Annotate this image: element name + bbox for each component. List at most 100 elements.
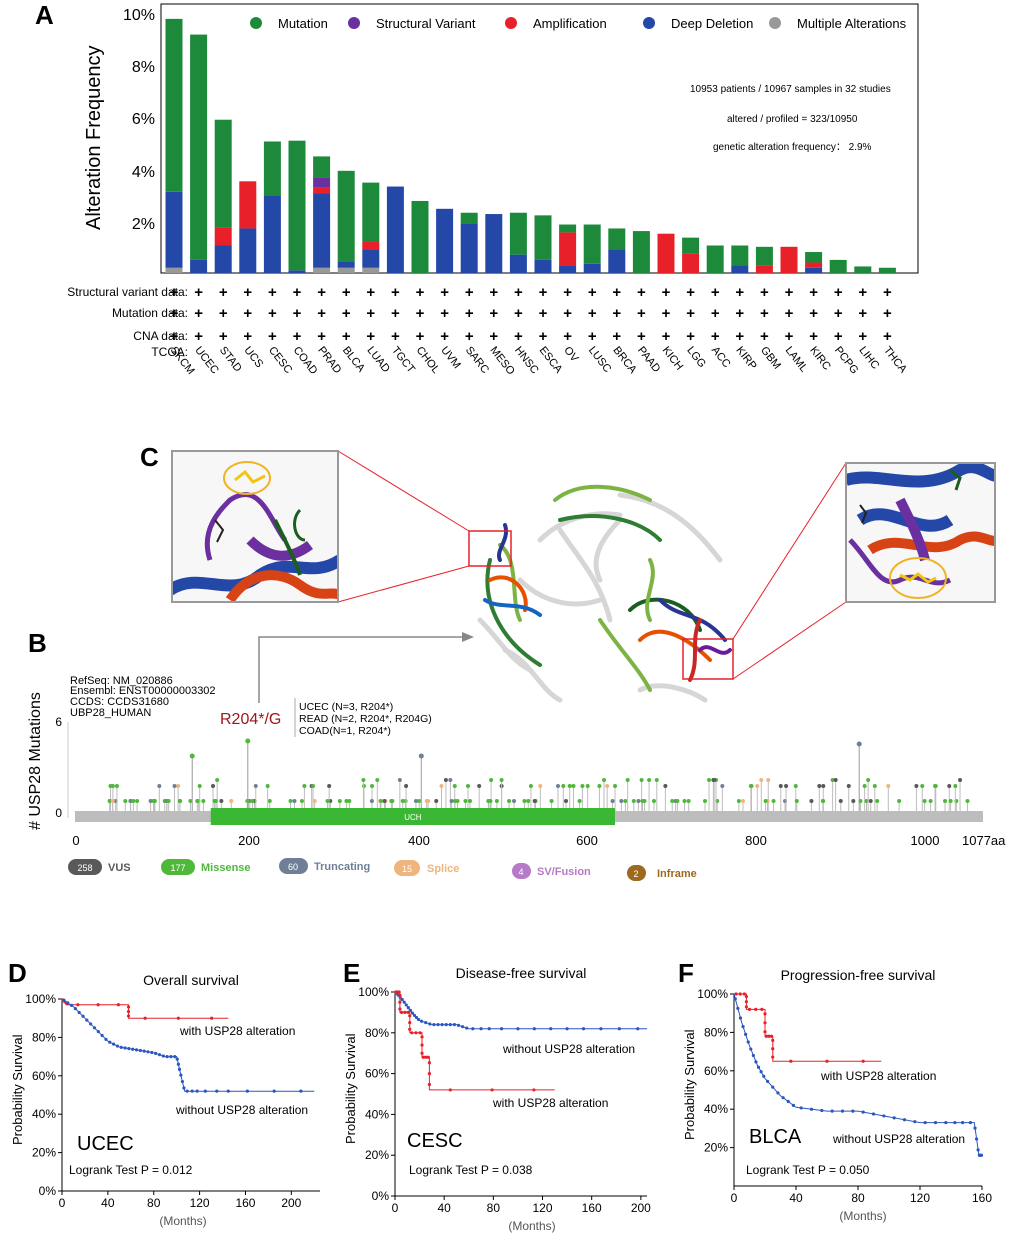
censor-mark — [177, 1067, 182, 1071]
lollipop-head — [948, 799, 953, 803]
censor-mark — [471, 1027, 475, 1031]
y-axis-label: # USP28 Mutations — [27, 692, 44, 830]
lollipop-head — [325, 799, 330, 803]
censor-mark — [979, 1153, 984, 1157]
censor-mark — [418, 1031, 422, 1035]
lollipop-head — [654, 778, 659, 782]
km-series-label: with USP28 alteration — [492, 1096, 608, 1110]
lollipop-head — [188, 799, 193, 803]
lollipop-head — [766, 778, 771, 782]
km-series-label: without USP28 alteration — [832, 1132, 965, 1146]
lollipop-head — [135, 799, 140, 803]
row-marker: + — [735, 284, 744, 301]
row-marker: + — [711, 305, 720, 322]
row-marker: + — [170, 284, 179, 301]
censor-mark — [299, 1089, 303, 1093]
censor-mark — [763, 1021, 767, 1025]
lollipop-head — [736, 799, 741, 803]
y-axis-label: Probability Survival — [682, 1029, 697, 1140]
zoom-line — [732, 601, 847, 680]
bar-hnsc-deep-deletion — [509, 254, 527, 273]
lollipop-head — [465, 784, 470, 788]
lollipop-head — [571, 784, 576, 788]
gene-uniprot: UBP28_HUMAN — [70, 707, 151, 719]
x-tick-label: 0 — [731, 1191, 738, 1205]
censor-mark — [902, 1118, 907, 1122]
censor-mark — [636, 1027, 640, 1031]
gene-refseq: RefSeq: NM_020886 — [70, 675, 173, 687]
censor-mark — [953, 1121, 957, 1125]
row-marker: + — [391, 284, 400, 301]
censor-mark — [426, 1055, 430, 1059]
x-tick-lusc: LUSC — [586, 344, 614, 375]
lollipop-head — [749, 784, 754, 788]
censor-mark — [944, 1121, 948, 1125]
censor-mark — [786, 1099, 790, 1104]
bar-pcpg-mutation — [829, 259, 847, 273]
censor-mark — [408, 1008, 412, 1012]
censor-mark — [420, 1035, 424, 1039]
row-marker: + — [514, 284, 523, 301]
censor-mark — [809, 1107, 814, 1111]
lollipop-head — [494, 799, 499, 803]
legend: Mutation Structural Variant Amplificatio… — [250, 16, 907, 31]
data-rows: +++SKCM+++UCEC+++STAD+++UCS+++CESC+++COA… — [168, 284, 910, 378]
row-marker: + — [317, 284, 326, 301]
censor-mark — [532, 1088, 536, 1092]
censor-mark — [123, 1046, 127, 1050]
bar-laml-amplification — [780, 246, 798, 273]
lollipop-head — [577, 799, 582, 803]
censor-mark — [226, 1089, 230, 1093]
censor-mark — [479, 1027, 483, 1031]
x-tick-label: 120 — [190, 1196, 210, 1210]
lollipop-head — [953, 784, 958, 788]
censor-mark — [169, 1055, 173, 1059]
censor-mark — [69, 1003, 74, 1008]
bar-tgct-deep-deletion — [386, 186, 404, 273]
row-marker: + — [194, 328, 203, 345]
row-marker: + — [342, 305, 351, 322]
censor-mark — [185, 1089, 189, 1093]
legend-truncating: Truncating — [314, 861, 370, 873]
row-marker: + — [243, 305, 252, 322]
bar-luad-mutation — [362, 182, 380, 242]
row-marker: + — [416, 284, 425, 301]
lollipop-head — [580, 784, 585, 788]
lollipop-head — [851, 799, 856, 803]
lollipop-head — [532, 799, 537, 803]
legend-deep-deletion: Deep Deletion — [671, 16, 753, 31]
x-tick-label: 120 — [532, 1201, 552, 1215]
censor-mark — [116, 1003, 120, 1007]
row-marker: + — [194, 284, 203, 301]
row-marker: + — [219, 305, 228, 322]
panel-label-a: A — [35, 0, 54, 30]
censor-mark — [933, 1121, 938, 1125]
row-marker: + — [686, 284, 695, 301]
row-marker: + — [268, 328, 277, 345]
censor-mark — [961, 1121, 965, 1125]
row-marker: + — [612, 284, 621, 301]
censor-mark — [146, 1050, 150, 1054]
x-tick-label: 160 — [582, 1201, 602, 1215]
censor-mark — [408, 1021, 412, 1025]
y-tick-label: 80% — [365, 1026, 389, 1040]
bar-luad-multiple-alterations — [362, 267, 380, 273]
lollipop-head — [549, 799, 554, 803]
censor-mark — [406, 1006, 410, 1010]
lollipop-head — [528, 784, 533, 788]
row-marker: + — [366, 328, 375, 345]
bar-acc-mutation — [706, 245, 724, 273]
lollipop-head — [110, 784, 115, 788]
bar-kirc-amplification — [805, 262, 823, 268]
inset-left — [172, 451, 338, 602]
y-tick-label: 0% — [372, 1189, 390, 1203]
row-marker: + — [293, 305, 302, 322]
row-marker: + — [268, 284, 277, 301]
gene-ccds: CCDS: CCDS31680 — [70, 696, 169, 708]
row-label-mutation: Mutation data: — [112, 306, 188, 320]
legend-dot-multi — [769, 17, 781, 29]
censor-mark — [444, 1023, 448, 1027]
lollipop-head — [229, 799, 234, 803]
lollipop-head — [327, 784, 332, 788]
lollipop-head — [213, 799, 218, 803]
